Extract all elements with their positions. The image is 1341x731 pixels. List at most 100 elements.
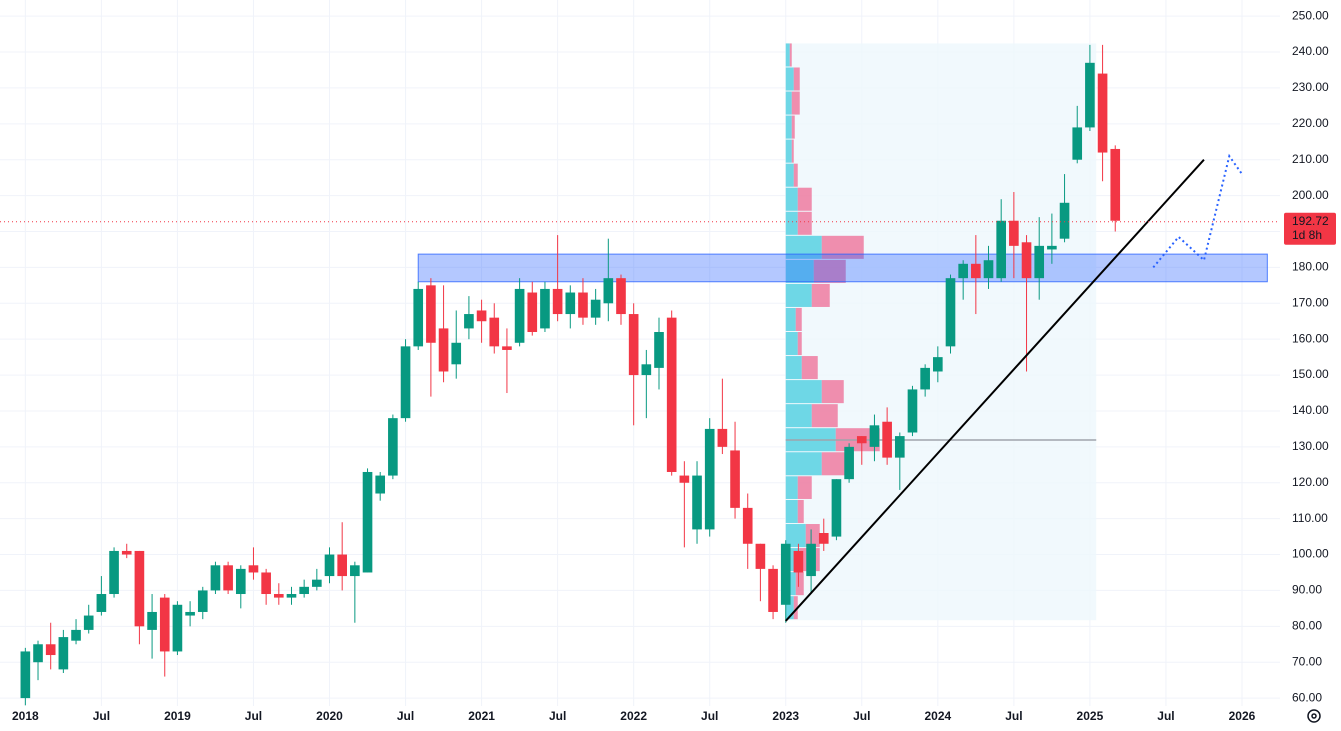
candle-body — [312, 579, 322, 587]
candle-body — [299, 586, 309, 595]
candle-body — [1059, 202, 1070, 239]
annotations — [0, 153, 1280, 622]
profile-up — [785, 499, 798, 524]
profile-down — [793, 596, 798, 620]
countdown-label: 1d 8h — [1292, 228, 1322, 242]
profile-down — [821, 380, 844, 404]
y-tick-label: 120.00 — [1292, 475, 1329, 489]
axes: 2018 Jul 2019 Jul 2020 Jul 2021 Jul 2022 Jul 2023 J… — [12, 709, 1256, 723]
candle-body — [197, 590, 208, 612]
profile-down — [791, 115, 795, 139]
x-tick-label: 2025 — [1077, 709, 1104, 723]
x-tick-label: 2020 — [316, 709, 343, 723]
y-tick-label: 150.00 — [1292, 367, 1329, 381]
candle-body — [502, 346, 512, 350]
settings-hub[interactable] — [1311, 713, 1317, 719]
candle-body — [945, 278, 956, 347]
x-tick-label: Jul — [701, 709, 718, 723]
profile-up — [785, 572, 796, 596]
candle-body — [121, 550, 132, 555]
profile-down — [805, 524, 820, 548]
candle-body — [514, 288, 525, 343]
candle-body — [603, 278, 614, 304]
profile-down — [797, 476, 812, 499]
last-price-box — [1284, 212, 1336, 245]
profile-down — [797, 187, 812, 211]
profile-down — [811, 283, 830, 307]
candle-body — [337, 554, 347, 577]
candle-body — [362, 471, 373, 573]
profile-up — [785, 235, 822, 259]
profile-up — [785, 524, 806, 548]
y-tick-label: 70.00 — [1292, 654, 1322, 668]
y-tick-label: 160.00 — [1292, 331, 1329, 345]
profile-up — [785, 115, 792, 139]
candle-body — [83, 615, 94, 630]
profile-down — [791, 91, 800, 115]
profile-up — [785, 356, 802, 380]
candle-body — [185, 611, 195, 616]
candle-body — [958, 263, 968, 279]
support-zone — [417, 253, 1268, 283]
candle-body — [578, 292, 588, 318]
candle-body — [882, 421, 892, 458]
profile-up — [785, 91, 792, 115]
candle-body — [666, 317, 677, 472]
candle-body — [920, 367, 930, 390]
profile-down — [789, 43, 792, 67]
profile-down — [821, 235, 864, 259]
y-tick-label: 110.00 — [1292, 511, 1328, 525]
candle-body — [248, 565, 259, 573]
y-tick-label: 60.00 — [1292, 690, 1322, 704]
candle-body — [907, 389, 918, 433]
candle-body — [261, 572, 271, 595]
x-tick-label: 2023 — [772, 709, 799, 723]
candle-body — [147, 611, 157, 630]
x-tick-label: 2021 — [468, 709, 495, 723]
candle-body — [844, 446, 854, 480]
candle-body — [933, 357, 943, 372]
profile-down — [795, 307, 802, 332]
candle-body — [375, 475, 386, 494]
candle-body — [793, 550, 804, 573]
y-tick-label: 130.00 — [1292, 439, 1329, 453]
x-tick-label: Jul — [549, 709, 566, 723]
candle-body — [134, 550, 145, 627]
candle-body — [1009, 220, 1019, 246]
y-tick-label: 180.00 — [1292, 260, 1329, 274]
candle-body — [286, 594, 297, 598]
candle-body — [730, 450, 740, 508]
candle-body — [1072, 127, 1083, 160]
candle-body — [1110, 148, 1121, 221]
candle-body — [856, 436, 867, 444]
zone-layer — [417, 253, 1268, 283]
x-tick-label: 2018 — [12, 709, 39, 723]
candle-body — [1097, 73, 1108, 153]
profile-up — [785, 452, 822, 476]
profile-down — [797, 211, 812, 235]
profile-up — [785, 163, 794, 187]
candle-body — [780, 543, 791, 605]
candle-body — [755, 543, 766, 569]
x-tick-label: Jul — [853, 709, 870, 723]
profile-up — [785, 211, 798, 235]
settings-icon[interactable] — [1307, 709, 1321, 723]
profile-up — [785, 283, 812, 307]
settings-gear[interactable] — [1307, 709, 1321, 723]
candle-body — [96, 594, 107, 612]
candle-body — [768, 568, 778, 612]
candle-body — [20, 651, 31, 699]
profile-up — [785, 259, 814, 283]
candle-body — [1085, 62, 1095, 128]
x-tick-label: Jul — [245, 709, 262, 723]
candle-body — [489, 317, 500, 347]
candle-body — [628, 314, 639, 376]
candle-body — [692, 475, 702, 530]
projection-path — [1152, 153, 1243, 269]
profile-up — [785, 596, 794, 620]
profile-up — [785, 67, 794, 91]
profile-down — [793, 163, 798, 187]
profile-up — [785, 380, 822, 404]
